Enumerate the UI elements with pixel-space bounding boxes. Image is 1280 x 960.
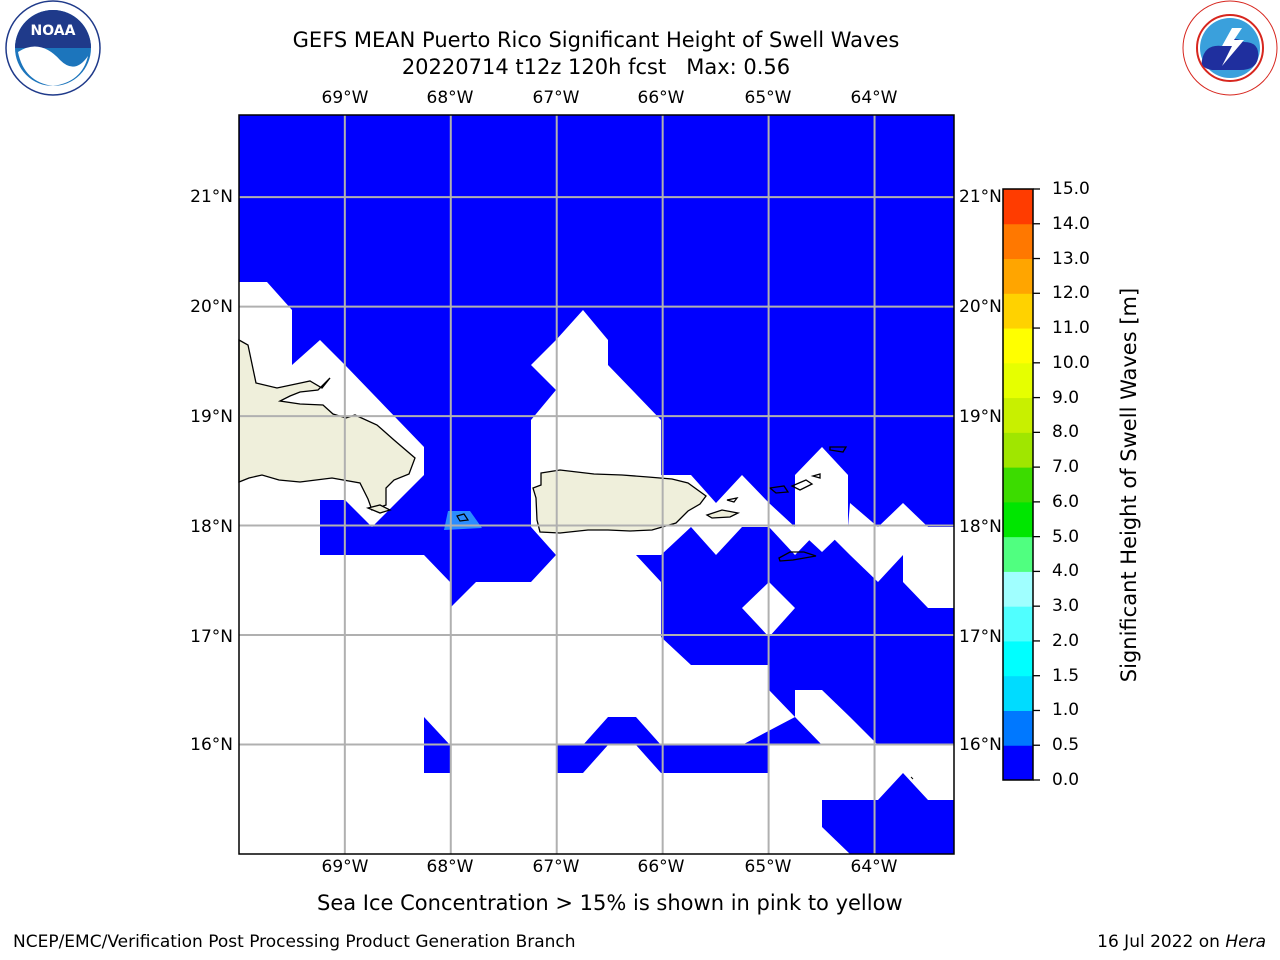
lon-label-bottom: 64°W [850, 857, 898, 877]
lat-label-right: 21°N [959, 187, 1002, 207]
colorbar-tick-label: 1.5 [1052, 665, 1080, 686]
colorbar-tick-label: 12.0 [1052, 283, 1090, 304]
colorbar-tick-label: 7.0 [1052, 457, 1080, 478]
map-title: GEFS MEAN Puerto Rico Significant Height… [292, 28, 900, 52]
swell-field-north [239, 115, 954, 527]
colorbar-tick-label: 11.0 [1052, 318, 1090, 339]
colorbar-tick-label: 14.0 [1052, 213, 1090, 234]
map-panel [238, 114, 955, 855]
lon-label-bottom: 65°W [744, 857, 792, 877]
footer-host: Hera [1225, 932, 1266, 952]
lat-label-right: 19°N [959, 407, 1002, 427]
swell-field-south-east [822, 773, 954, 854]
lon-label-top: 69°W [321, 88, 369, 108]
colorbar-tick-label: 0.0 [1052, 770, 1080, 790]
land-saona [365, 504, 392, 514]
colorbar-tick-label: 10.0 [1052, 352, 1090, 373]
colorbar-tick-label: 3.0 [1052, 596, 1080, 617]
colorbar-tick-label: 15.0 [1052, 179, 1090, 199]
lat-label-left: 17°N [190, 627, 233, 647]
lon-label-bottom: 66°W [637, 857, 685, 877]
lat-label-left: 21°N [190, 187, 233, 207]
footer-org: NCEP/EMC/Verification Post Processing Pr… [13, 932, 576, 952]
graticule [239, 115, 954, 854]
lat-label-left: 20°N [190, 297, 233, 317]
land-culebra [726, 497, 739, 503]
colorbar-tick-label: 13.0 [1052, 248, 1090, 269]
land-dot [910, 776, 914, 780]
footer-date: 16 Jul 2022 on Hera [1097, 932, 1266, 952]
lat-label-left: 18°N [190, 517, 233, 537]
lon-label-bottom: 69°W [321, 857, 369, 877]
lon-label-bottom: 68°W [426, 857, 474, 877]
footer-date-text: 16 Jul 2022 on [1097, 932, 1226, 952]
lat-label-right: 17°N [959, 627, 1002, 647]
lon-label-bottom: 67°W [532, 857, 580, 877]
lat-label-right: 18°N [959, 517, 1002, 537]
lon-label-top: 67°W [532, 88, 580, 108]
colorbar-tick-label: 2.0 [1052, 630, 1080, 651]
colorbar-tick-label: 5.0 [1052, 526, 1080, 547]
colorbar-tick-label: 6.0 [1052, 491, 1080, 512]
colorbar-tick-label: 1.0 [1052, 700, 1080, 721]
land-mona [456, 513, 470, 522]
noaa-logo-icon [5, 0, 101, 96]
lon-label-top: 64°W [850, 88, 898, 108]
colorbar-tick-label: 8.0 [1052, 422, 1080, 443]
lon-label-top: 66°W [637, 88, 685, 108]
land-hispaniola [238, 338, 416, 511]
map-subtitle: 20220714 t12z 120h fcst Max: 0.56 [401, 55, 791, 79]
lat-label-left: 19°N [190, 407, 233, 427]
sea-ice-caption: Sea Ice Concentration > 15% is shown in … [317, 891, 903, 915]
land-virgin-islands [768, 446, 848, 494]
lon-label-top: 68°W [426, 88, 474, 108]
land-vieques [705, 509, 741, 519]
nws-logo-icon [1182, 0, 1278, 96]
colorbar-tick-label: 9.0 [1052, 387, 1080, 408]
colorbar-tick-label: 0.5 [1052, 735, 1080, 756]
land-st-croix [778, 551, 817, 562]
swell-field-mona [320, 447, 556, 608]
colorbar-label: Significant Height of Swell Waves [m] [1117, 287, 1141, 683]
noaa-logo-text: NOAA [31, 23, 76, 39]
lat-label-right: 16°N [959, 735, 1002, 755]
map-frame [238, 114, 955, 855]
lon-label-top: 65°W [744, 88, 792, 108]
colorbar-tick-label: 4.0 [1052, 561, 1080, 582]
lat-label-right: 20°N [959, 297, 1002, 317]
colorbar-cover [1003, 189, 1034, 781]
lat-label-left: 16°N [190, 735, 233, 755]
